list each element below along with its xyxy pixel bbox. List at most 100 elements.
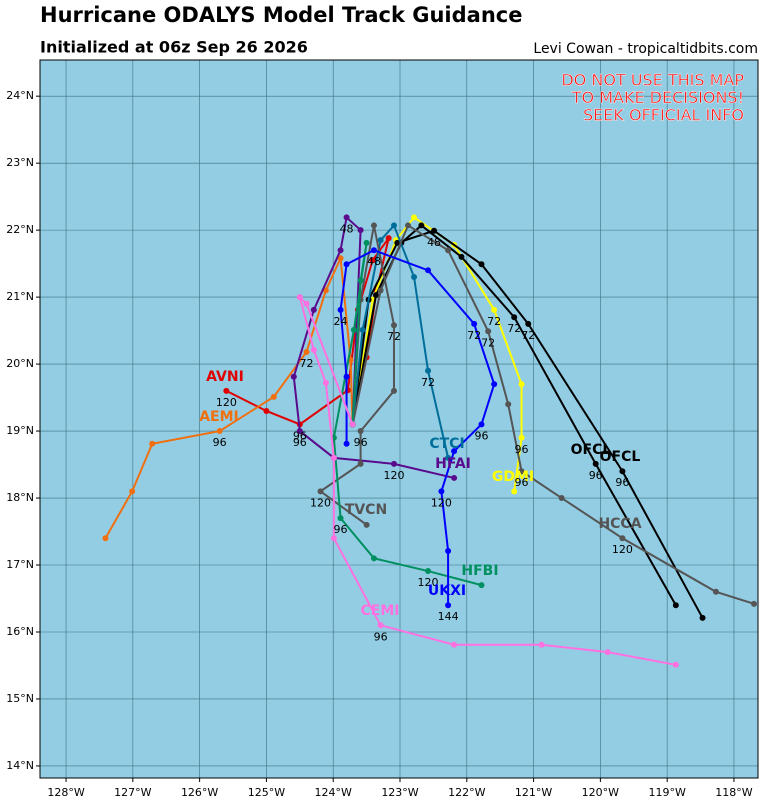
series-name: AEMI: [199, 409, 239, 425]
track-point: [263, 407, 270, 414]
y-tick-label: 24°N: [6, 89, 34, 102]
series-name: CTCI: [429, 436, 464, 452]
credit: Levi Cowan - tropicaltidbits.com: [533, 41, 758, 57]
track-point: [518, 381, 525, 388]
track-point: [451, 641, 458, 648]
track-point: [377, 622, 384, 629]
track-point: [390, 387, 397, 394]
track-point: [418, 222, 425, 229]
track-point: [558, 495, 565, 502]
series-name: HCCA: [598, 516, 641, 532]
hour-label: 48: [340, 222, 354, 235]
x-tick-label: 123°W: [381, 786, 418, 799]
track-point: [350, 326, 357, 333]
track-line: [351, 224, 677, 606]
track-point: [270, 393, 277, 400]
track-point: [491, 381, 498, 388]
hour-label: 96: [515, 443, 529, 456]
hour-label: 96: [474, 429, 488, 442]
series-name: AVNI: [206, 369, 244, 385]
track-point: [357, 277, 364, 284]
hour-label: 48: [427, 236, 441, 249]
track-point: [337, 255, 344, 262]
y-tick-label: 16°N: [6, 625, 34, 638]
track-point: [357, 460, 364, 467]
tracks: [102, 214, 757, 668]
track-point: [322, 379, 329, 386]
track-point: [390, 460, 397, 467]
warning-text: TO MAKE DECISIONS!: [571, 88, 744, 107]
track-point: [604, 649, 611, 656]
track-point: [538, 641, 545, 648]
track-point: [390, 322, 397, 329]
chart-title: Hurricane ODALYS Model Track Guidance: [40, 3, 522, 27]
track-point: [357, 227, 364, 234]
hour-label: 96: [615, 476, 629, 489]
track-point: [385, 235, 392, 242]
track-point: [411, 214, 418, 221]
track-point: [425, 267, 432, 274]
x-tick-label: 119°W: [648, 786, 685, 799]
track-point: [438, 488, 445, 495]
track-point: [357, 428, 364, 435]
track-point: [337, 306, 344, 313]
track-point: [330, 535, 337, 542]
track-point: [445, 547, 452, 554]
chart-subtitle: Initialized at 06z Sep 26 2026: [40, 38, 308, 57]
track-line: [104, 254, 354, 539]
y-tick-label: 20°N: [6, 357, 34, 370]
hour-label: 72: [487, 315, 501, 328]
track-point: [296, 294, 303, 301]
x-tick-label: 126°W: [181, 786, 218, 799]
track-point: [330, 454, 337, 461]
x-tick-label: 125°W: [248, 786, 285, 799]
hour-label: 96: [293, 429, 307, 442]
track-point: [310, 347, 317, 354]
warning-text: DO NOT USE THIS MAP: [561, 71, 744, 90]
track-point: [369, 257, 376, 264]
track-point: [394, 239, 401, 246]
y-tick-label: 15°N: [6, 692, 34, 705]
track-point: [102, 535, 109, 542]
track-point: [445, 454, 452, 461]
track-point: [296, 428, 303, 435]
series-name: HFAI: [435, 456, 471, 472]
track-point: [451, 448, 458, 455]
track-line: [292, 215, 455, 479]
plot-frame: [39, 59, 759, 779]
track-point: [471, 320, 478, 327]
hour-label: 120: [310, 496, 331, 509]
track-point: [405, 222, 412, 229]
hour-label: 72: [521, 329, 535, 342]
hour-label: 72: [481, 336, 495, 349]
track-point: [377, 287, 384, 294]
hour-label: 96: [354, 436, 368, 449]
track-point: [370, 555, 377, 562]
hour-label: 72: [507, 322, 521, 335]
track-point: [425, 568, 432, 575]
track-point: [525, 320, 532, 327]
track-point: [390, 222, 397, 229]
track-point: [511, 488, 518, 495]
hour-label: 24: [334, 315, 348, 328]
plot-background: [40, 60, 758, 778]
track-point: [592, 460, 599, 467]
y-tick-label: 22°N: [6, 223, 34, 236]
x-tick-label: 122°W: [448, 786, 485, 799]
track-point: [699, 614, 706, 621]
warning-text: SEEK OFFICIAL INFO: [583, 106, 744, 125]
hour-label: 96: [293, 436, 307, 449]
grid: [36, 60, 758, 782]
track-point: [337, 515, 344, 522]
track-point: [372, 292, 379, 299]
track-point: [343, 261, 350, 268]
track-point: [478, 261, 485, 268]
y-tick-label: 18°N: [6, 491, 34, 504]
hour-label: 72: [467, 329, 481, 342]
series-name: OFCL: [571, 442, 612, 458]
series-name: OFCL: [600, 449, 641, 465]
y-tick-label: 17°N: [6, 558, 34, 571]
track-point: [223, 387, 230, 394]
labels: 128°W 127°W 126°W 125°W 124°W 123°W 122°W 121°W…: [6, 70, 752, 799]
track-point: [491, 306, 498, 313]
